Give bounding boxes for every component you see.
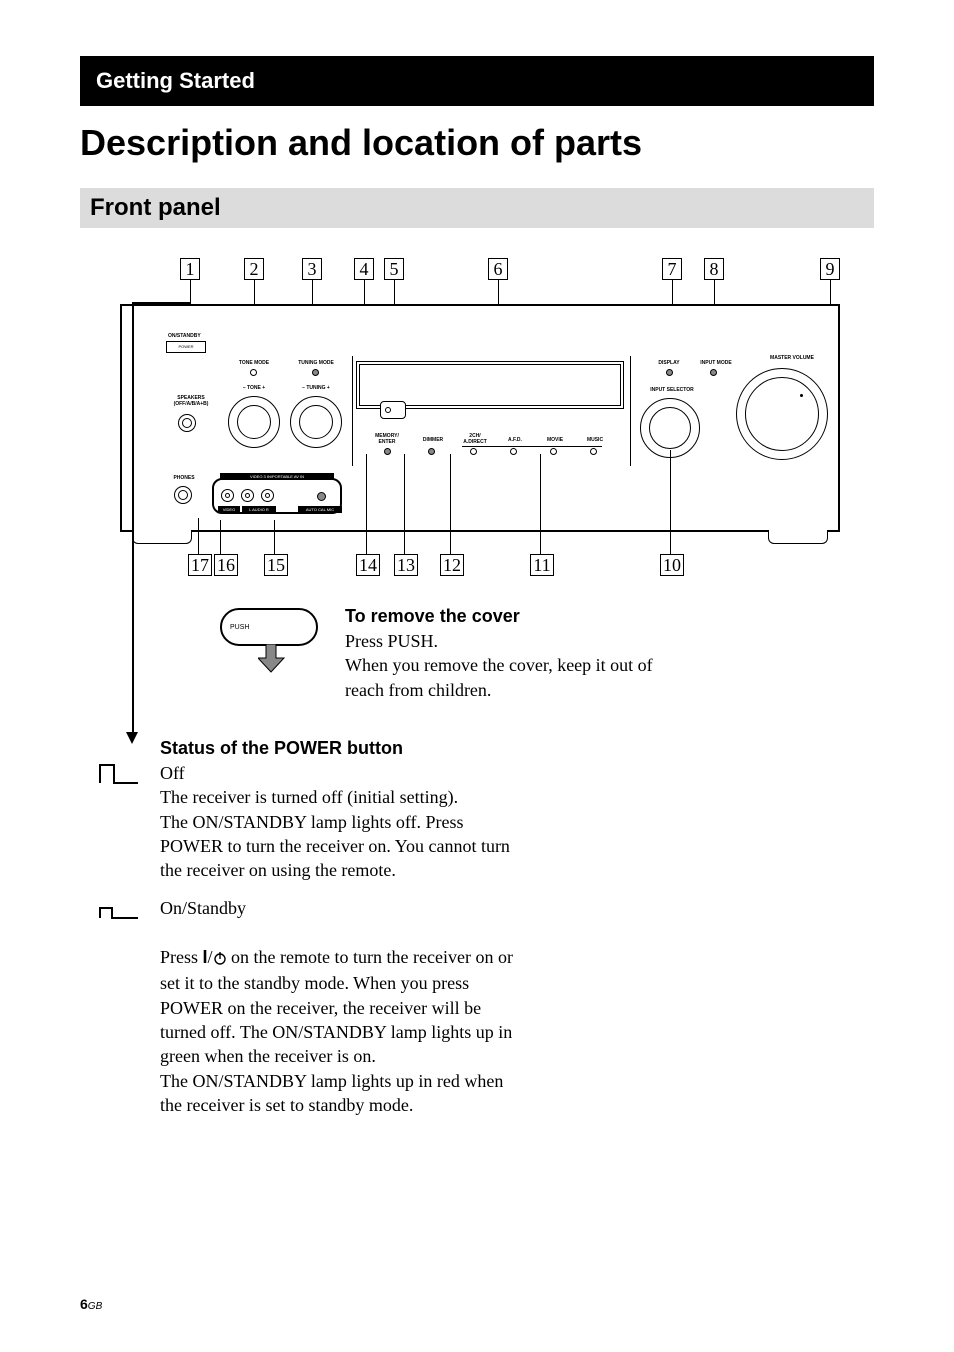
- label-memory-enter: MEMORY/ ENTER: [370, 434, 404, 445]
- callout-7: 7: [662, 258, 682, 280]
- page-number: 6GB: [80, 1296, 102, 1312]
- tuning-knob[interactable]: [290, 396, 342, 448]
- top-callout-row: 1 2 3 4 5 6 7 8 9: [120, 258, 840, 294]
- page-title: Description and location of parts: [80, 122, 874, 164]
- front-panel-diagram: 1 2 3 4 5 6 7 8 9 ON/STANDBY POWER: [120, 258, 840, 598]
- callout-17: 17: [188, 554, 212, 576]
- label-speakers: SPEAKERS (OFF/A/B/A+B): [166, 396, 216, 407]
- display-button[interactable]: [666, 369, 673, 376]
- label-master-volume: MASTER VOLUME: [752, 356, 832, 362]
- remove-cover-heading: To remove the cover: [345, 606, 655, 627]
- callout-14: 14: [356, 554, 380, 576]
- receiver-body: ON/STANDBY POWER TONE MODE – TONE + TUNI…: [120, 304, 840, 532]
- label-auto-cal: AUTO CAL MIC: [298, 506, 342, 513]
- status-block: Status of the POWER button Off The recei…: [160, 738, 520, 1117]
- long-leader-arrowhead-icon: [126, 732, 138, 744]
- section-header: Getting Started: [80, 56, 874, 106]
- label-display: DISPLAY: [652, 361, 686, 367]
- label-audio-lr: L AUDIO R: [242, 506, 276, 513]
- tone-mode-button[interactable]: [250, 369, 257, 376]
- afd-button[interactable]: [510, 448, 517, 455]
- input-mode-button[interactable]: [710, 369, 717, 376]
- label-input-mode: INPUT MODE: [694, 361, 738, 367]
- memory-enter-button[interactable]: [384, 448, 391, 455]
- label-video-jack: VIDEO: [218, 506, 240, 513]
- movie-button[interactable]: [550, 448, 557, 455]
- label-afd: A.F.D.: [502, 438, 528, 444]
- label-music: MUSIC: [582, 438, 608, 444]
- master-volume-knob[interactable]: [736, 368, 828, 460]
- auto-cal-mic-jack[interactable]: [317, 492, 326, 501]
- callout-12: 12: [440, 554, 464, 576]
- av-in-panel: VIDEO 3 IN/PORTABLE AV IN VIDEO L AUDIO …: [212, 478, 342, 514]
- tone-knob[interactable]: [228, 396, 280, 448]
- label-tone-mode: TONE MODE: [230, 361, 278, 367]
- remove-cover-text: To remove the cover Press PUSH. When you…: [345, 606, 655, 702]
- callout-4: 4: [354, 258, 374, 280]
- remove-cover-line2: When you remove the cover, keep it out o…: [345, 653, 655, 702]
- off-body: The receiver is turned off (initial sett…: [160, 785, 520, 882]
- cover-shape: PUSH: [220, 608, 318, 646]
- cover-illustration: PUSH: [220, 608, 320, 668]
- callout-11: 11: [530, 554, 554, 576]
- phones-jack[interactable]: [174, 486, 192, 504]
- callout-6: 6: [488, 258, 508, 280]
- on-body: Press I/ on the remote to turn the recei…: [160, 921, 520, 1117]
- standby-icon: [213, 951, 227, 965]
- callout-8: 8: [704, 258, 724, 280]
- label-on-standby: ON/STANDBY: [168, 334, 201, 340]
- tuning-mode-button[interactable]: [312, 369, 319, 376]
- speakers-selector[interactable]: [178, 414, 196, 432]
- callout-3: 3: [302, 258, 322, 280]
- down-arrow-icon: [258, 644, 288, 674]
- label-tuning-mode: TUNING MODE: [292, 361, 340, 367]
- label-a-direct: 2CH/ A.DIRECT: [458, 434, 492, 445]
- foot-left: [132, 530, 192, 544]
- subsection-header: Front panel: [80, 188, 874, 228]
- label-movie: MOVIE: [542, 438, 568, 444]
- push-tag: PUSH: [230, 624, 249, 631]
- a-direct-button[interactable]: [470, 448, 477, 455]
- callout-1: 1: [180, 258, 200, 280]
- label-phones: PHONES: [168, 476, 200, 482]
- remove-cover-line1: Press PUSH.: [345, 629, 655, 653]
- bottom-callout-row: 17 16 15 14 13 12 11 10: [120, 554, 840, 598]
- power-off-icon: [98, 763, 140, 785]
- audio-l-jack[interactable]: [241, 489, 254, 502]
- dimmer-button[interactable]: [428, 448, 435, 455]
- callout-13: 13: [394, 554, 418, 576]
- callout-16: 16: [214, 554, 238, 576]
- callout-9: 9: [820, 258, 840, 280]
- audio-r-jack[interactable]: [261, 489, 274, 502]
- label-dimmer: DIMMER: [418, 438, 448, 444]
- label-tone-range: – TONE +: [234, 386, 274, 392]
- power-button[interactable]: POWER: [166, 341, 206, 353]
- off-label: Off: [160, 761, 520, 785]
- callout-5: 5: [384, 258, 404, 280]
- on-label: On/Standby: [160, 896, 520, 920]
- music-button[interactable]: [590, 448, 597, 455]
- callout-2: 2: [244, 258, 264, 280]
- input-selector-knob[interactable]: [640, 398, 700, 458]
- status-heading: Status of the POWER button: [160, 738, 520, 759]
- page: Getting Started Description and location…: [0, 0, 954, 1352]
- label-input-selector: INPUT SELECTOR: [642, 388, 702, 394]
- long-leader-line: [132, 302, 134, 732]
- label-av-in: VIDEO 3 IN/PORTABLE AV IN: [220, 473, 334, 480]
- foot-right: [768, 530, 828, 544]
- callout-15: 15: [264, 554, 288, 576]
- door-tab[interactable]: [380, 401, 406, 419]
- video-jack[interactable]: [221, 489, 234, 502]
- power-on-icon: [98, 898, 140, 920]
- label-tuning-range: – TUNING +: [294, 386, 338, 392]
- callout-10: 10: [660, 554, 684, 576]
